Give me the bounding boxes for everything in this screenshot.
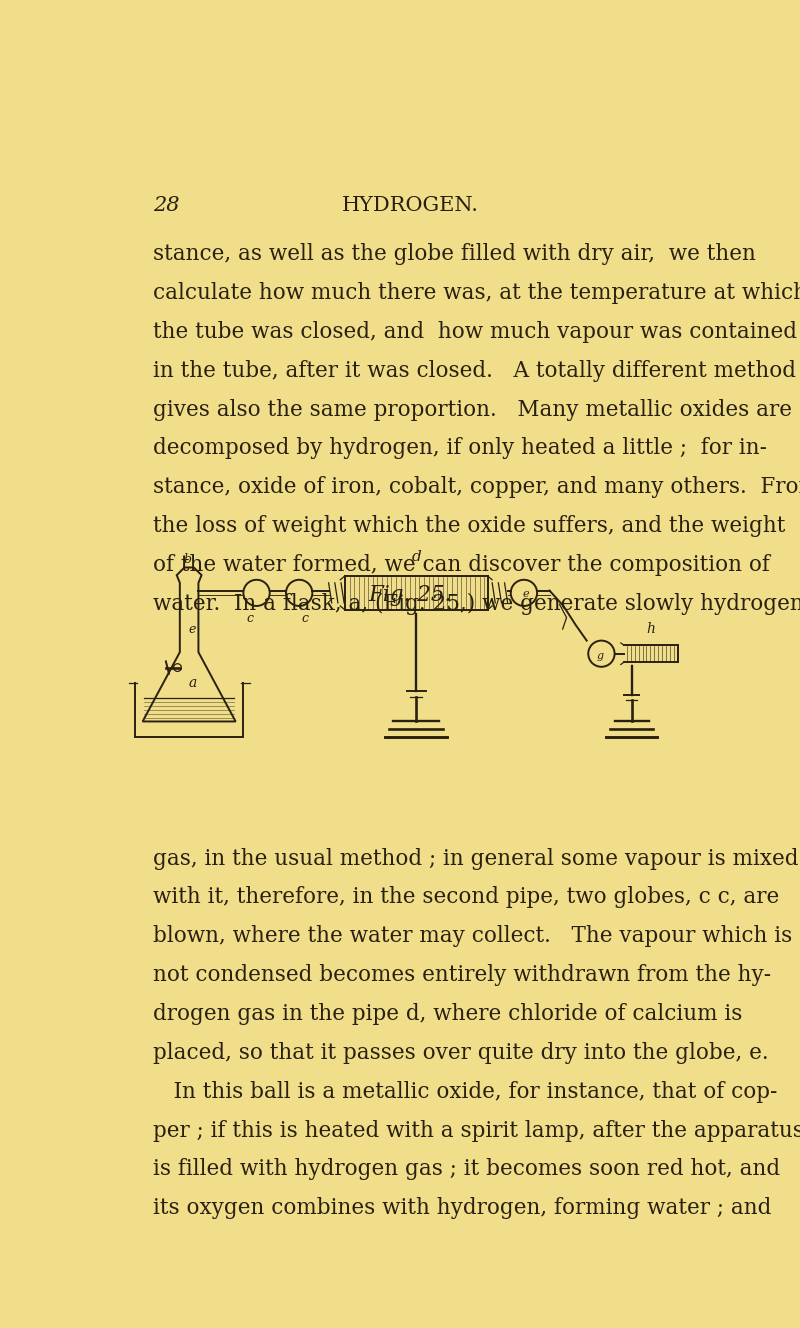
Text: calculate how much there was, at the temperature at which: calculate how much there was, at the tem… [153, 282, 800, 304]
Text: not condensed becomes entirely withdrawn from the hy-: not condensed becomes entirely withdrawn… [153, 964, 771, 987]
Text: g: g [596, 651, 603, 661]
Text: gas, in the usual method ; in general some vapour is mixed: gas, in the usual method ; in general so… [153, 847, 798, 870]
Text: the tube was closed, and  how much vapour was contained: the tube was closed, and how much vapour… [153, 321, 797, 343]
Text: drogen gas in the pipe d, where chloride of calcium is: drogen gas in the pipe d, where chloride… [153, 1003, 742, 1025]
Text: e: e [189, 623, 196, 636]
Text: with it, therefore, in the second pipe, two globes, c c, are: with it, therefore, in the second pipe, … [153, 886, 779, 908]
Text: is filled with hydrogen gas ; it becomes soon red hot, and: is filled with hydrogen gas ; it becomes… [153, 1158, 780, 1181]
Text: h: h [646, 622, 655, 636]
Text: c: c [302, 612, 309, 625]
Text: HYDROGEN.: HYDROGEN. [342, 197, 478, 215]
Text: of the water formed, we can discover the composition of: of the water formed, we can discover the… [153, 554, 770, 576]
Text: stance, oxide of iron, cobalt, copper, and many others.  From: stance, oxide of iron, cobalt, copper, a… [153, 477, 800, 498]
Text: placed, so that it passes over quite dry into the globe, e.: placed, so that it passes over quite dry… [153, 1042, 768, 1064]
Text: decomposed by hydrogen, if only heated a little ;  for in-: decomposed by hydrogen, if only heated a… [153, 437, 766, 459]
Text: Fig. 25.: Fig. 25. [368, 584, 452, 606]
Text: d: d [411, 550, 421, 563]
Text: water.  In a flask, a, (Fig. 25,) we generate slowly hydrogen: water. In a flask, a, (Fig. 25,) we gene… [153, 592, 800, 615]
Text: a: a [189, 676, 197, 691]
Text: b: b [183, 552, 191, 566]
Text: its oxygen combines with hydrogen, forming water ; and: its oxygen combines with hydrogen, formi… [153, 1198, 771, 1219]
Text: in the tube, after it was closed.   A totally different method: in the tube, after it was closed. A tota… [153, 360, 796, 381]
Text: gives also the same proportion.   Many metallic oxides are: gives also the same proportion. Many met… [153, 398, 792, 421]
Text: e: e [522, 588, 529, 599]
Text: per ; if this is heated with a spirit lamp, after the apparatus: per ; if this is heated with a spirit la… [153, 1120, 800, 1142]
Text: c: c [247, 612, 254, 625]
Text: blown, where the water may collect.   The vapour which is: blown, where the water may collect. The … [153, 926, 792, 947]
Text: In this ball is a metallic oxide, for instance, that of cop-: In this ball is a metallic oxide, for in… [153, 1081, 777, 1102]
Text: stance, as well as the globe filled with dry air,  we then: stance, as well as the globe filled with… [153, 243, 755, 266]
Text: 28: 28 [153, 197, 179, 215]
Text: the loss of weight which the oxide suffers, and the weight: the loss of weight which the oxide suffe… [153, 515, 785, 538]
